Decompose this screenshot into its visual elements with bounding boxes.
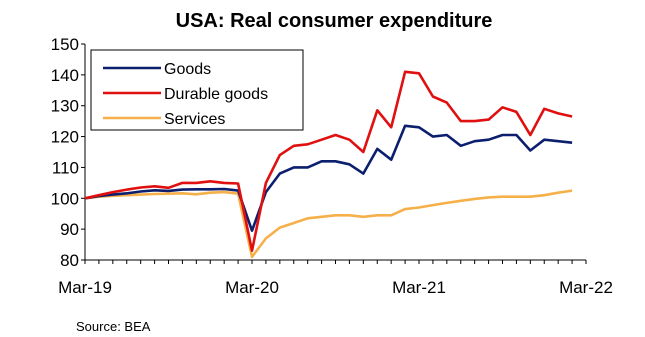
y-tick-label: 120 <box>51 128 79 147</box>
series-line-services <box>84 189 573 259</box>
y-tick-label: 140 <box>51 66 79 85</box>
x-tick-label: Mar-20 <box>225 278 279 297</box>
x-tick-label: Mar-19 <box>58 278 112 297</box>
x-axis: Mar-19 Mar-20 Mar-21 Mar-22 <box>58 259 613 297</box>
y-tick-label: 100 <box>51 189 79 208</box>
y-tick-label: 110 <box>52 158 79 177</box>
plot-lines <box>84 70 573 259</box>
legend-label: Goods <box>164 61 211 78</box>
y-axis: 80 90 100 110 120 130 140 150 <box>51 35 86 270</box>
series-line-durable-goods <box>84 70 573 252</box>
x-tick-label: Mar-21 <box>392 278 446 297</box>
legend-label: Durable goods <box>164 86 268 103</box>
y-tick-label: 90 <box>60 220 79 239</box>
y-tick-label: 150 <box>51 35 79 54</box>
legend: Goods Durable goods Services <box>90 49 304 131</box>
x-tick-label: Mar-22 <box>559 278 613 297</box>
chart-title: USA: Real consumer expenditure <box>176 10 493 32</box>
legend-label: Services <box>164 111 225 128</box>
y-tick-label: 130 <box>51 97 79 116</box>
source-note: Source: BEA <box>76 319 151 334</box>
y-tick-label: 80 <box>60 251 79 270</box>
legend-box <box>90 49 304 131</box>
series-line-goods <box>84 124 573 232</box>
